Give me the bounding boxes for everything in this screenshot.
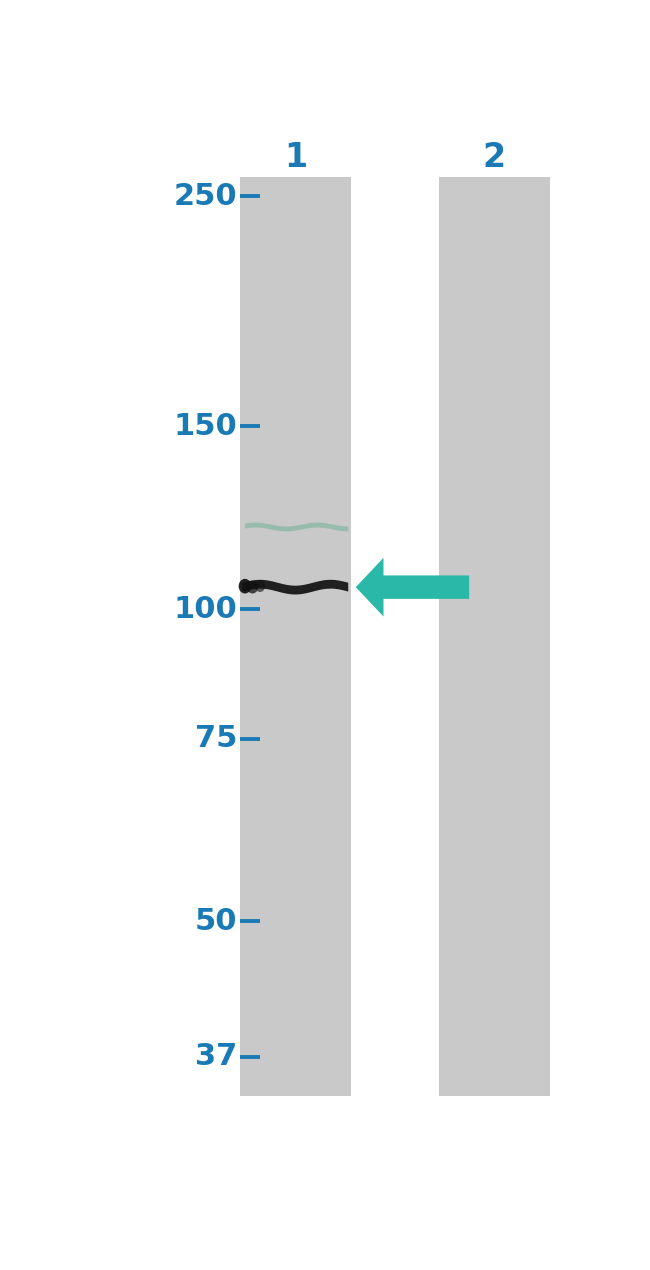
Ellipse shape — [255, 580, 265, 592]
PathPatch shape — [242, 580, 348, 594]
Polygon shape — [356, 558, 469, 616]
Bar — [439, 177, 550, 1096]
Text: 150: 150 — [174, 411, 237, 441]
Text: 75: 75 — [195, 724, 237, 753]
Ellipse shape — [239, 579, 252, 593]
Ellipse shape — [247, 580, 258, 593]
PathPatch shape — [245, 522, 348, 531]
Text: 1: 1 — [284, 141, 307, 174]
Text: 50: 50 — [195, 907, 237, 936]
Bar — [240, 177, 351, 1096]
Text: 2: 2 — [483, 141, 506, 174]
Text: 100: 100 — [174, 594, 237, 624]
Text: 37: 37 — [195, 1043, 237, 1072]
Text: 250: 250 — [174, 182, 237, 211]
